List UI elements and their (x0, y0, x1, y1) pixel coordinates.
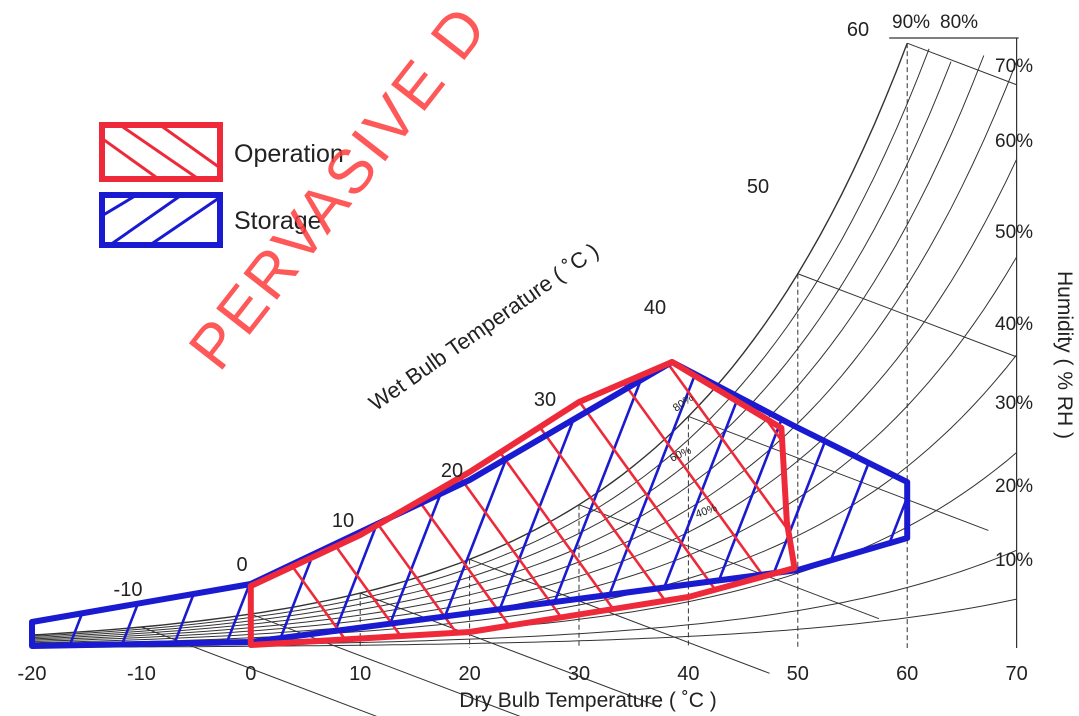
y-axis-title: Humidity ( % RH ) (1053, 271, 1076, 439)
storage-hatch-line (270, 362, 414, 646)
wet-bulb-line (469, 558, 770, 674)
x-tick-label: 30 (568, 663, 590, 685)
x-tick-label: 60 (896, 663, 918, 685)
rh-tick-label: 60% (995, 131, 1033, 152)
wet-bulb-line (907, 42, 1017, 86)
chart-labels: -20 -10 0 10 20 30 40 50 60 70 10% 20% 30% 40% 50% 60% 7… (18, 12, 1034, 685)
operation-hatch-line (250, 362, 362, 645)
x-tick-label: 70 (1005, 663, 1027, 685)
rh-top-label: 90% (892, 12, 930, 33)
operation-region-outline (247, 359, 798, 648)
x-tick-label: 50 (787, 663, 809, 685)
wet-bulb-line (360, 592, 661, 708)
x-axis-title: Dry Bulb Temperature ( ˚C ) (459, 689, 717, 712)
watermark: PERVASIVE D (176, 0, 502, 382)
rh-tick-label: 40% (995, 314, 1033, 335)
wet-bulb-line (578, 504, 880, 620)
wet-bulb-tick-label: 0 (236, 554, 247, 576)
legend-storage-swatch (99, 192, 223, 248)
operation-hatch-line (446, 362, 710, 645)
operation-hatch-line (736, 362, 795, 645)
rh-tick-label: 20% (995, 476, 1033, 497)
wet-bulb-tick-label: 60 (847, 19, 869, 41)
wet-bulb-title: Wet Bulb Temperature ( ˚C ) (364, 238, 603, 416)
wet-bulb-tick-label: 30 (534, 389, 556, 411)
rh-tick-label: 30% (995, 393, 1033, 414)
x-tick-label: 40 (677, 663, 699, 685)
storage-hatch-line (686, 362, 830, 646)
x-tick-label: 0 (245, 663, 256, 685)
rh-tick-label: 10% (995, 550, 1033, 571)
rh-top-label: 80% (940, 12, 978, 33)
rh-curve (31, 42, 908, 636)
wet-bulb-tick-label: -10 (114, 579, 143, 601)
rh-curve (31, 354, 1017, 645)
wet-bulb-tick-label: 50 (747, 176, 769, 198)
legend: Operation Storage (99, 122, 344, 248)
wet-bulb-tick-label: 10 (332, 510, 354, 532)
legend-operation-label: Operation (234, 140, 344, 168)
wet-bulb-tick-label: 20 (441, 460, 463, 482)
x-tick-label: 10 (349, 663, 371, 685)
x-tick-label: -10 (127, 663, 156, 685)
wet-bulb-line (688, 415, 989, 531)
wet-bulb-line (797, 273, 1017, 358)
rh-tick-label: 70% (995, 56, 1033, 77)
rh-tick-label: 50% (995, 222, 1033, 243)
legend-operation-hatch (102, 125, 220, 179)
storage-hatch-line (790, 362, 908, 646)
x-tick-label: -20 (18, 663, 47, 685)
x-tick-label: 20 (458, 663, 480, 685)
operation-hatch-line (388, 362, 652, 645)
rh-curve (31, 61, 952, 639)
storage-hatch-line (634, 362, 778, 646)
operation-hatch-line (854, 300, 1079, 660)
rh-curve (31, 159, 1018, 642)
storage-hatch-line (478, 362, 622, 646)
legend-operation-swatch (99, 122, 223, 182)
legend-storage-hatch (102, 195, 220, 245)
storage-hatch-line (842, 362, 908, 646)
storage-hatch-line (426, 362, 570, 646)
legend-storage-label: Storage (234, 207, 322, 235)
operation-hatch-line (272, 362, 536, 645)
chart-regions (29, 300, 1079, 660)
storage-hatch-line (582, 362, 726, 646)
operation-hatch-line (620, 362, 795, 645)
rh-curve (31, 598, 1017, 648)
legend-storage: Storage (99, 192, 322, 248)
rh-curve (31, 55, 985, 640)
storage-hatch-line (32, 362, 102, 646)
legend-operation: Operation (99, 122, 344, 182)
wet-bulb-tick-label: 40 (644, 297, 666, 319)
rh-curve (31, 61, 1018, 641)
